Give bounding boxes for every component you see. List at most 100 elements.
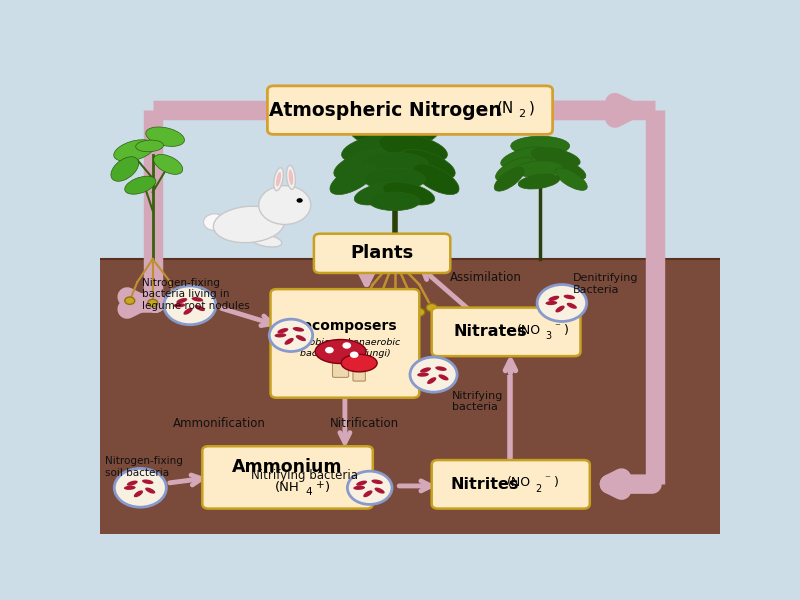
Bar	[100, 259, 720, 534]
Text: 2: 2	[518, 109, 526, 119]
Text: 4: 4	[306, 487, 313, 497]
Ellipse shape	[146, 127, 185, 146]
Ellipse shape	[174, 303, 186, 307]
Ellipse shape	[134, 490, 143, 497]
FancyBboxPatch shape	[333, 352, 349, 377]
Ellipse shape	[154, 154, 182, 175]
Ellipse shape	[564, 295, 575, 299]
Ellipse shape	[354, 182, 406, 205]
Ellipse shape	[354, 485, 365, 490]
FancyBboxPatch shape	[432, 308, 581, 356]
Text: Nitrifying bacteria: Nitrifying bacteria	[251, 469, 358, 482]
Ellipse shape	[435, 366, 446, 371]
Ellipse shape	[285, 338, 294, 345]
FancyBboxPatch shape	[202, 446, 373, 509]
Text: ): )	[554, 476, 558, 490]
Ellipse shape	[124, 485, 136, 490]
Circle shape	[414, 308, 425, 316]
Text: (NO: (NO	[507, 476, 531, 490]
Text: Plants: Plants	[350, 244, 414, 262]
Ellipse shape	[341, 354, 377, 372]
FancyBboxPatch shape	[314, 234, 450, 273]
Ellipse shape	[417, 373, 429, 377]
Ellipse shape	[360, 152, 429, 176]
Ellipse shape	[334, 149, 390, 179]
Ellipse shape	[142, 479, 154, 484]
Ellipse shape	[111, 157, 138, 181]
Text: Nitrites: Nitrites	[450, 477, 518, 492]
FancyBboxPatch shape	[432, 460, 590, 509]
Ellipse shape	[371, 479, 383, 484]
Circle shape	[148, 299, 158, 307]
Text: (NH: (NH	[275, 481, 300, 494]
Ellipse shape	[510, 136, 570, 155]
Text: Ammonium: Ammonium	[232, 458, 342, 476]
Ellipse shape	[374, 488, 385, 494]
Ellipse shape	[293, 327, 304, 332]
Text: 3: 3	[545, 331, 551, 341]
Ellipse shape	[126, 481, 138, 486]
Ellipse shape	[546, 158, 586, 180]
Circle shape	[426, 304, 438, 312]
Circle shape	[347, 471, 392, 505]
Ellipse shape	[330, 164, 376, 194]
Text: Assimilation: Assimilation	[450, 271, 522, 284]
Ellipse shape	[363, 490, 373, 497]
Ellipse shape	[495, 157, 533, 181]
Circle shape	[350, 352, 358, 358]
Ellipse shape	[278, 328, 288, 334]
Text: ⁻: ⁻	[554, 322, 560, 332]
Ellipse shape	[136, 140, 163, 152]
Ellipse shape	[250, 234, 282, 247]
Text: ): )	[529, 100, 535, 115]
Ellipse shape	[494, 167, 524, 191]
Ellipse shape	[296, 335, 306, 341]
Text: ): )	[564, 324, 569, 337]
Ellipse shape	[214, 206, 284, 242]
FancyBboxPatch shape	[270, 289, 419, 398]
FancyBboxPatch shape	[267, 86, 553, 134]
Circle shape	[170, 298, 181, 306]
Ellipse shape	[378, 134, 447, 163]
Bar	[100, 72, 720, 259]
Ellipse shape	[286, 166, 295, 190]
Ellipse shape	[289, 170, 294, 185]
Ellipse shape	[531, 148, 580, 167]
Circle shape	[164, 286, 216, 325]
Text: Denitrifying
Bacteria: Denitrifying Bacteria	[573, 273, 638, 295]
Ellipse shape	[183, 308, 193, 315]
Ellipse shape	[192, 297, 203, 302]
Circle shape	[342, 342, 351, 349]
Text: (NO: (NO	[518, 324, 542, 337]
Text: +: +	[315, 480, 324, 490]
Ellipse shape	[274, 168, 283, 191]
Ellipse shape	[342, 134, 410, 163]
Text: Nitrogen-fixing
soil bacteria: Nitrogen-fixing soil bacteria	[105, 457, 183, 478]
Ellipse shape	[274, 333, 286, 337]
Text: Nitrifying
bacteria: Nitrifying bacteria	[452, 391, 503, 412]
Circle shape	[114, 469, 166, 507]
Ellipse shape	[566, 303, 577, 309]
Ellipse shape	[114, 140, 154, 161]
Text: Nitrogen-fixing
bacteria living in
legume root nodules: Nitrogen-fixing bacteria living in legum…	[142, 278, 250, 311]
Text: Ammonification: Ammonification	[173, 416, 266, 430]
Circle shape	[355, 304, 366, 312]
Text: Nitrification: Nitrification	[330, 416, 398, 430]
Ellipse shape	[276, 172, 281, 187]
Circle shape	[537, 284, 586, 322]
Ellipse shape	[501, 147, 549, 168]
Ellipse shape	[315, 340, 366, 364]
Ellipse shape	[546, 301, 558, 305]
FancyBboxPatch shape	[353, 363, 366, 381]
Text: 2: 2	[535, 484, 542, 494]
Circle shape	[203, 214, 226, 230]
Ellipse shape	[555, 305, 565, 313]
Text: Atmospheric Nitrogen: Atmospheric Nitrogen	[269, 101, 502, 119]
Ellipse shape	[194, 305, 205, 311]
Circle shape	[389, 314, 400, 322]
Circle shape	[410, 357, 457, 392]
Text: ⁻: ⁻	[545, 475, 550, 485]
Ellipse shape	[176, 298, 187, 304]
Ellipse shape	[125, 176, 156, 194]
Ellipse shape	[555, 168, 587, 190]
